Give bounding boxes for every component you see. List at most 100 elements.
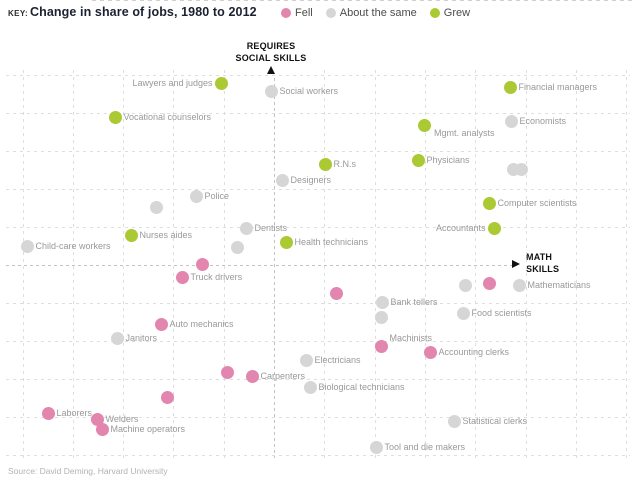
data-point <box>230 240 244 254</box>
gridline-horizontal <box>6 303 630 304</box>
data-point-nurses-aides <box>124 228 138 242</box>
gridline-vertical <box>22 70 24 458</box>
data-point-lawyers-and-judges <box>214 76 228 90</box>
data-point-label: Dentists <box>254 222 288 233</box>
data-point-welders <box>90 412 104 426</box>
legend-label: About the same <box>339 7 417 19</box>
gridline-horizontal <box>6 227 630 228</box>
data-point-physicians <box>411 153 425 167</box>
y-axis-label: REQUIRES SOCIAL SKILLS <box>236 41 307 64</box>
data-point-label: Economists <box>519 115 567 126</box>
data-point-label: Auto mechanics <box>169 318 234 329</box>
gridline-vertical <box>525 70 527 458</box>
gridline-horizontal <box>6 75 630 76</box>
data-point <box>220 365 234 379</box>
gridline-vertical <box>72 70 74 458</box>
y-axis-label-line2: SOCIAL SKILLS <box>235 52 307 63</box>
right-arrow-icon <box>512 260 520 268</box>
data-point <box>374 310 388 324</box>
data-point-label: Carpenters <box>260 370 306 381</box>
legend-dot-icon <box>429 8 440 18</box>
data-point-carpenters <box>245 369 259 383</box>
gridline-vertical <box>374 70 376 458</box>
data-point-biological-technicians <box>303 380 317 394</box>
data-point-food-scientists <box>456 306 470 320</box>
data-point-label: Janitors <box>125 332 158 343</box>
legend-label: Fell <box>295 7 313 19</box>
gridline-vertical <box>223 70 225 458</box>
data-point-label: Nurses aides <box>139 229 193 240</box>
legend-dot-icon <box>325 8 336 18</box>
data-point-label: Designers <box>290 174 332 185</box>
data-point <box>482 276 496 290</box>
legend-item: Grew <box>429 7 471 19</box>
legend-dot-icon <box>281 8 291 18</box>
data-point-label: Machine operators <box>110 423 186 434</box>
data-point-label: Physicians <box>426 154 470 165</box>
data-point-machinists <box>374 339 388 353</box>
data-point-label: Child-care workers <box>35 240 111 251</box>
data-point-computer-scientists <box>482 196 496 210</box>
data-point-label: Accounting clerks <box>438 346 510 357</box>
data-point-police <box>189 189 203 203</box>
data-point-label: Laborers <box>56 407 93 418</box>
data-point-label: Truck drivers <box>190 271 243 282</box>
x-axis-label-line2: SKILLS <box>526 263 560 274</box>
gridline-horizontal <box>6 113 630 114</box>
gridline-vertical <box>173 70 175 458</box>
data-point-truck-drivers <box>175 270 189 284</box>
gridline-vertical <box>424 70 426 458</box>
data-point-label: Lawyers and judges <box>132 77 213 88</box>
y-axis-label-line1: REQUIRES <box>246 41 296 51</box>
data-point-label: Machinists <box>389 333 433 343</box>
data-point-label: Mgmt. analysts <box>434 128 495 138</box>
gridline-vertical <box>324 70 326 458</box>
legend-item: Fell <box>281 7 313 19</box>
data-point-label: Bank tellers <box>390 296 438 307</box>
data-point-label: Mathematicians <box>527 279 591 290</box>
chart-title: Change in share of jobs, 1980 to 2012 <box>30 5 257 19</box>
gridline-horizontal <box>6 151 630 152</box>
data-point <box>149 200 163 214</box>
data-point-label: Tool and die makers <box>384 441 466 452</box>
legend-label: Grew <box>443 7 471 19</box>
data-point-electricians <box>299 353 313 367</box>
data-point-financial-managers <box>503 80 517 94</box>
y-axis-line <box>274 78 275 458</box>
gridline-horizontal <box>6 341 630 342</box>
top-divider <box>92 0 634 1</box>
gridline-horizontal <box>6 189 630 190</box>
data-point-auto-mechanics <box>154 317 168 331</box>
gridline-horizontal <box>6 455 630 456</box>
data-point-label: Police <box>204 190 230 201</box>
data-point-label: Biological technicians <box>318 381 405 392</box>
x-axis-line <box>6 265 512 266</box>
data-point-bank-tellers <box>375 295 389 309</box>
data-point-tool-and-die-makers <box>369 440 383 454</box>
data-point-economists <box>504 114 518 128</box>
data-point-label: Electricians <box>314 354 361 365</box>
gridline-horizontal <box>6 417 630 418</box>
gridline-vertical <box>626 70 628 458</box>
data-point-label: Food scientists <box>471 307 532 318</box>
data-point <box>160 390 174 404</box>
x-axis-label-line1: MATH <box>526 252 553 262</box>
data-point-label: Computer scientists <box>497 197 577 208</box>
data-point-child-care-workers <box>20 239 34 253</box>
gridline-horizontal <box>6 379 630 380</box>
data-point-health-technicians <box>279 235 293 249</box>
data-point-label: Welders <box>105 413 139 424</box>
legend-item: About the same <box>325 7 417 19</box>
gridline-vertical <box>575 70 577 458</box>
gridline-vertical <box>123 70 125 458</box>
data-point-laborers <box>41 406 55 420</box>
data-point-label: Health technicians <box>294 236 369 247</box>
data-point-r-n-s <box>318 157 332 171</box>
legend: Fell About the same Grew <box>281 7 470 19</box>
gridline-vertical <box>475 70 477 458</box>
data-point-mathematicians <box>512 278 526 292</box>
data-point-machine-operators <box>95 422 109 436</box>
data-point-label: Vocational counselors <box>123 111 212 122</box>
